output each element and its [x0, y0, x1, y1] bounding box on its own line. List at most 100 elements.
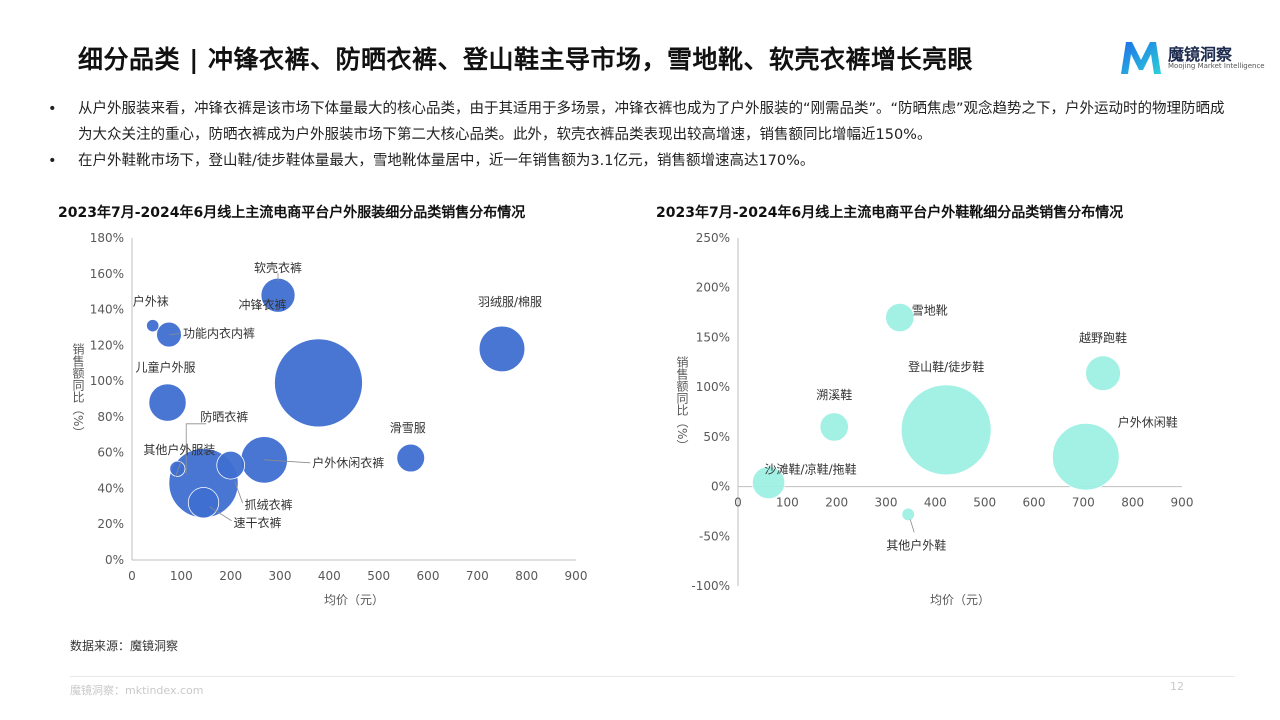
bubble-label: 越野跑鞋 — [1079, 330, 1127, 345]
label-leader-line — [234, 481, 244, 504]
y-tick-label: -100% — [691, 579, 730, 593]
x-tick-label: 500 — [973, 496, 996, 510]
y-tick-label: -50% — [699, 529, 730, 543]
data-bubble — [751, 465, 786, 500]
bubble-label: 沙滩鞋/凉鞋/拖鞋 — [765, 462, 857, 477]
data-source: 数据来源：魔镜洞察 — [70, 639, 179, 653]
y-tick-label: 140% — [90, 303, 124, 317]
x-tick-label: 600 — [417, 569, 440, 583]
y-tick-label: 100% — [696, 380, 730, 394]
data-bubble — [901, 507, 915, 522]
data-bubble — [148, 383, 187, 422]
x-tick-label: 0 — [128, 569, 136, 583]
label-leader-line — [909, 519, 915, 533]
x-tick-label: 100 — [170, 569, 193, 583]
bubble-label: 速干衣裤 — [234, 515, 282, 530]
brand-logo: 魔镜洞察 Moojing Market Intelligence — [1118, 38, 1265, 78]
bubble-label: 软壳衣裤 — [254, 260, 302, 275]
x-tick-label: 700 — [1072, 496, 1095, 510]
footwear-bubble-chart: -100% -50% 0% 50% 100% 150% 200% 250% 0 100 200 300… — [675, 231, 1194, 607]
y-tick-label: 200% — [696, 281, 730, 295]
x-tick-label: 200 — [219, 569, 242, 583]
bullet-text: 在户外鞋靴市场下，登山鞋/徒步鞋体量最大，雪地靴体量居中，近一年销售额为3.1亿… — [78, 153, 815, 169]
bullet-item: • 从户外服装来看，冲锋衣裤是该市场下体量最大的核心品类，由于其适用于多场景，冲… — [48, 96, 1238, 148]
data-bubble — [240, 436, 288, 484]
x-tick-label: 200 — [825, 496, 848, 510]
apparel-bubble-chart: 0% 20% 40% 60% 80% 100% 120% 140% 160% 180% 0 100 20… — [71, 231, 587, 607]
x-tick-label: 500 — [367, 569, 390, 583]
data-bubble — [1052, 422, 1120, 491]
page-title: 细分品类 | 冲锋衣裤、防晒衣裤、登山鞋主导市场，雪地靴、软壳衣裤增长亮眼 — [78, 45, 974, 74]
y-tick-label: 0% — [711, 480, 730, 494]
x-tick-label: 800 — [515, 569, 538, 583]
y-tick-label: 150% — [696, 330, 730, 344]
footer-divider — [70, 676, 1235, 677]
y-tick-label: 100% — [90, 374, 124, 388]
page-number: 12 — [1170, 680, 1184, 693]
label-leader-line — [209, 506, 232, 522]
bubble-label: 防晒衣裤 — [200, 409, 248, 424]
bubble-label: 户外休闲衣裤 — [312, 455, 384, 470]
data-bubble — [216, 450, 245, 480]
label-leader-line — [175, 460, 182, 477]
bubble-label: 雪地靴 — [912, 304, 948, 318]
x-tick-label: 100 — [776, 496, 799, 510]
y-tick-label: 120% — [90, 338, 124, 352]
bubble-label: 户外休闲鞋 — [1118, 415, 1178, 430]
bubble-label: 儿童户外服 — [136, 360, 196, 375]
y-tick-label: 40% — [97, 481, 124, 495]
apparel-chart-title: 2023年7月-2024年6月线上主流电商平台户外服装细分品类销售分布情况 — [58, 205, 526, 221]
data-bubble — [885, 302, 915, 333]
y-axis-label: 销售额同比（%） — [675, 356, 689, 452]
x-tick-label: 300 — [269, 569, 292, 583]
y-tick-label: 60% — [97, 446, 124, 460]
x-tick-label: 300 — [875, 496, 898, 510]
data-bubble — [478, 325, 526, 373]
bubble-label: 户外袜 — [133, 294, 169, 309]
data-bubble — [169, 460, 186, 477]
data-bubble — [187, 487, 220, 519]
x-tick-label: 400 — [318, 569, 341, 583]
bullet-dot: • — [48, 101, 57, 117]
logo-subtitle: Moojing Market Intelligence — [1168, 62, 1265, 70]
bubble-label: 其他户外服装 — [143, 442, 215, 457]
bubble-label: 溯溪鞋 — [816, 387, 852, 402]
data-bubble — [274, 338, 363, 428]
label-leader-line — [264, 459, 311, 464]
moojing-logo-icon — [1121, 42, 1161, 74]
x-tick-label: 400 — [924, 496, 947, 510]
footwear-chart-title: 2023年7月-2024年6月线上主流电商平台户外鞋靴细分品类销售分布情况 — [656, 205, 1124, 221]
data-bubble — [156, 321, 182, 348]
data-bubble — [396, 443, 426, 473]
x-axis-label: 均价（元） — [324, 593, 384, 607]
bubble-label: 羽绒服/棉服 — [478, 295, 542, 309]
x-tick-label: 600 — [1023, 496, 1046, 510]
label-leader-line — [185, 423, 207, 474]
y-tick-label: 50% — [703, 430, 730, 444]
y-tick-label: 250% — [696, 231, 730, 245]
y-tick-label: 160% — [90, 267, 124, 281]
y-tick-label: 0% — [105, 553, 124, 567]
x-tick-label: 0 — [734, 496, 742, 510]
data-bubble — [900, 384, 992, 476]
x-tick-label: 900 — [1171, 496, 1194, 510]
bullet-dot: • — [48, 153, 57, 169]
bubble-label: 功能内衣内裤 — [183, 326, 255, 341]
bullet-item: • 在户外鞋靴市场下，登山鞋/徒步鞋体量最大，雪地靴体量居中，近一年销售额为3.… — [48, 148, 1238, 174]
bubble-label: 登山鞋/徒步鞋 — [908, 359, 984, 374]
x-tick-label: 700 — [466, 569, 489, 583]
footer-site: 魔镜洞察：mktindex.com — [70, 684, 204, 697]
y-axis-label: 销售额同比（%） — [71, 343, 85, 439]
bubble-label: 其他户外鞋 — [886, 537, 946, 552]
label-leader-line — [168, 333, 182, 335]
y-tick-label: 180% — [90, 231, 124, 245]
x-tick-label: 800 — [1121, 496, 1144, 510]
data-bubble — [146, 319, 160, 333]
x-axis-label: 均价（元） — [930, 593, 990, 607]
bullet-text: 从户外服装来看，冲锋衣裤是该市场下体量最大的核心品类，由于其适用于多场景，冲锋衣… — [78, 101, 1225, 143]
data-bubble — [819, 412, 849, 442]
bubble-label: 冲锋衣裤 — [238, 297, 286, 312]
y-tick-label: 20% — [97, 517, 124, 531]
y-tick-label: 80% — [97, 410, 124, 424]
summary-bullets: • 从户外服装来看，冲锋衣裤是该市场下体量最大的核心品类，由于其适用于多场景，冲… — [48, 96, 1238, 174]
